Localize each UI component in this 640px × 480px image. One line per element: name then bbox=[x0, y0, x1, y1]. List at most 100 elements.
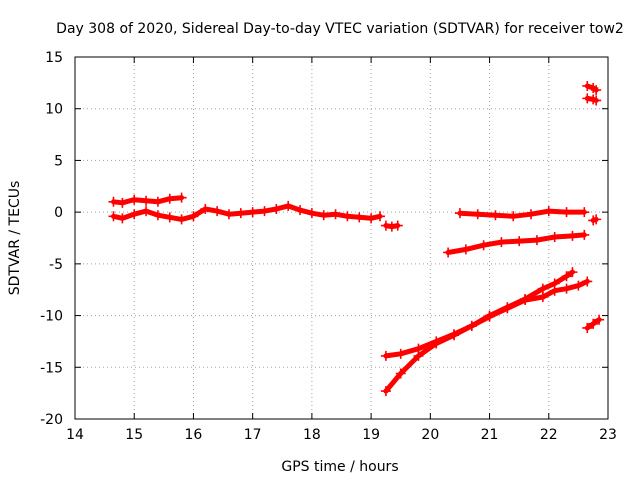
y-tick-label: -10 bbox=[40, 309, 63, 325]
x-tick-label: 17 bbox=[244, 427, 262, 443]
data-point bbox=[176, 192, 187, 203]
data-point bbox=[472, 209, 483, 220]
data-point bbox=[502, 302, 513, 313]
y-tick-label: -5 bbox=[49, 257, 63, 273]
x-tick-label: 20 bbox=[421, 427, 439, 443]
y-tick-label: 0 bbox=[54, 205, 63, 221]
series-arc-9 bbox=[582, 314, 605, 333]
data-point bbox=[561, 271, 572, 282]
y-axis-label: SDTVAR / TECUs bbox=[7, 181, 23, 296]
data-point bbox=[330, 209, 341, 220]
data-point bbox=[374, 211, 385, 222]
y-tick-label: 15 bbox=[45, 50, 63, 66]
series-arc-1-main bbox=[108, 200, 385, 225]
data-point bbox=[342, 211, 353, 222]
x-tick-label: 22 bbox=[540, 427, 558, 443]
data-point bbox=[579, 229, 590, 240]
data-point bbox=[152, 210, 163, 221]
data-point bbox=[386, 221, 397, 232]
x-axis-label: GPS time / hours bbox=[281, 459, 398, 475]
data-point bbox=[366, 213, 377, 224]
data-point bbox=[176, 214, 187, 225]
series-arc-5 bbox=[380, 267, 578, 397]
data-point bbox=[295, 205, 306, 216]
data-point bbox=[591, 95, 602, 106]
data-point bbox=[579, 207, 590, 218]
data-point bbox=[537, 283, 548, 294]
data-point bbox=[591, 85, 602, 96]
data-point bbox=[460, 244, 471, 255]
x-tick-label: 18 bbox=[303, 427, 321, 443]
data-point bbox=[526, 209, 537, 220]
data-point bbox=[582, 322, 593, 333]
data-point bbox=[561, 283, 572, 294]
data-point bbox=[431, 338, 442, 349]
data-point bbox=[413, 350, 424, 361]
data-point bbox=[567, 267, 578, 278]
data-point bbox=[490, 210, 501, 221]
data-point bbox=[283, 200, 294, 211]
data-point bbox=[392, 220, 403, 231]
data-point bbox=[164, 193, 175, 204]
x-tick-label: 15 bbox=[125, 427, 143, 443]
data-point bbox=[478, 240, 489, 251]
data-point bbox=[514, 236, 525, 247]
data-point bbox=[223, 209, 234, 220]
data-point bbox=[141, 206, 152, 217]
data-point bbox=[380, 220, 391, 231]
data-point bbox=[573, 280, 584, 291]
data-point bbox=[443, 247, 454, 258]
data-point bbox=[212, 206, 223, 217]
chart-title: Day 308 of 2020, Sidereal Day-to-day VTE… bbox=[56, 21, 624, 37]
data-point bbox=[141, 195, 152, 206]
data-point bbox=[108, 196, 119, 207]
data-point bbox=[380, 350, 391, 361]
data-point bbox=[466, 320, 477, 331]
y-tick-label: 5 bbox=[54, 153, 63, 169]
data-point bbox=[567, 230, 578, 241]
x-tick-label: 23 bbox=[599, 427, 617, 443]
series-arc-2 bbox=[454, 206, 590, 222]
x-tick-label: 16 bbox=[185, 427, 203, 443]
data-point bbox=[520, 294, 531, 305]
series-arc-1-upper bbox=[108, 192, 187, 208]
data-point bbox=[588, 318, 599, 329]
data-point bbox=[395, 368, 406, 379]
data-point bbox=[508, 211, 519, 222]
y-tick-label: -15 bbox=[40, 360, 63, 376]
data-point bbox=[549, 231, 560, 242]
data-point bbox=[117, 213, 128, 224]
data-point bbox=[306, 208, 317, 219]
data-point bbox=[496, 237, 507, 248]
data-point bbox=[129, 194, 140, 205]
data-point bbox=[259, 206, 270, 217]
data-layer bbox=[108, 80, 605, 397]
data-point bbox=[117, 197, 128, 208]
series-line bbox=[383, 269, 575, 394]
data-point bbox=[129, 209, 140, 220]
y-tick-label: 10 bbox=[45, 102, 63, 118]
data-point bbox=[380, 386, 391, 397]
data-point bbox=[152, 196, 163, 207]
y-tick-label: -20 bbox=[40, 412, 63, 428]
x-tick-label: 19 bbox=[362, 427, 380, 443]
data-point bbox=[271, 204, 282, 215]
x-tick-label: 21 bbox=[481, 427, 499, 443]
data-point bbox=[531, 235, 542, 246]
data-point bbox=[543, 206, 554, 217]
data-point bbox=[454, 208, 465, 219]
data-point bbox=[164, 212, 175, 223]
series-line bbox=[111, 203, 383, 222]
data-point bbox=[247, 207, 258, 218]
data-point bbox=[594, 314, 605, 325]
data-point bbox=[582, 276, 593, 287]
data-point bbox=[561, 207, 572, 218]
data-point bbox=[354, 212, 365, 223]
data-point bbox=[235, 208, 246, 219]
grid bbox=[75, 57, 608, 419]
data-point bbox=[318, 210, 329, 221]
series-arc-7 bbox=[582, 93, 602, 106]
data-point bbox=[484, 310, 495, 321]
plot-frame bbox=[74, 56, 609, 420]
